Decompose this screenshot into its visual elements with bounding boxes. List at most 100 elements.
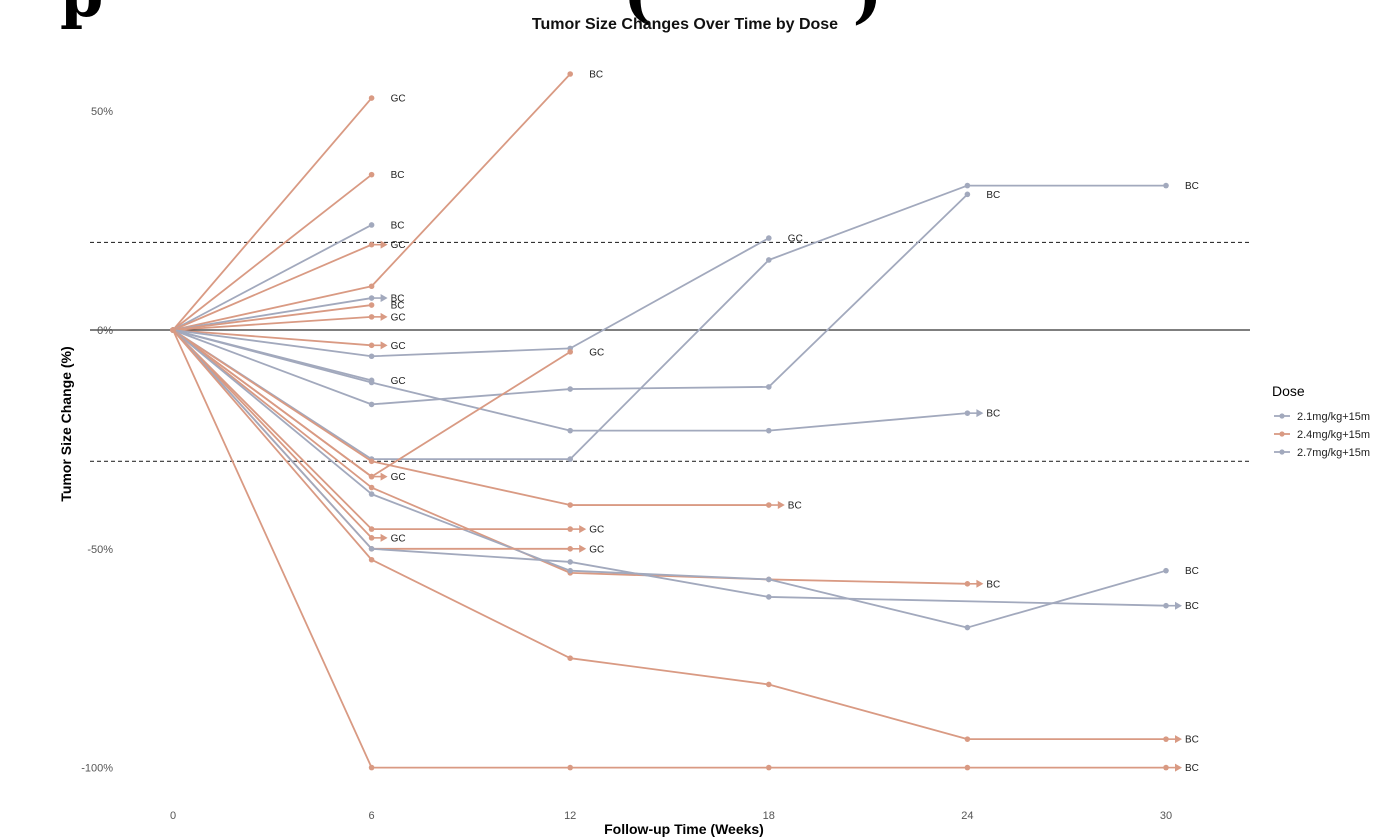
end-label: BC — [1185, 181, 1199, 192]
end-label: GC — [391, 472, 406, 483]
y-tick-label: 0% — [97, 325, 113, 337]
series-1 — [170, 95, 375, 333]
ongoing-arrow-head — [1175, 601, 1182, 610]
data-point — [567, 764, 573, 771]
end-label: GC — [391, 533, 406, 544]
end-label: GC — [788, 234, 803, 245]
series-layer — [170, 71, 1182, 772]
end-label: BC — [788, 501, 802, 512]
x-tick-label: 24 — [961, 810, 973, 822]
x-tick-label: 6 — [369, 810, 375, 822]
series-14 — [170, 182, 1169, 462]
series-5 — [170, 71, 573, 333]
reference-lines — [90, 241, 1250, 462]
x-axis-title: Follow-up Time (Weeks) — [604, 821, 764, 837]
data-point — [368, 283, 375, 290]
origin-point — [170, 327, 176, 333]
series-13 — [170, 191, 971, 408]
data-point — [766, 594, 772, 600]
data-point — [368, 484, 375, 491]
legend-label: 2.1mg/kg+15m — [1297, 411, 1370, 423]
legend-swatch-dot — [1279, 413, 1285, 419]
end-labels-layer: GCBCBCGCBCBCBCGCGCGCGCBCBCBCGCGCBCBCBCGC… — [391, 70, 1199, 775]
end-label: BC — [589, 70, 603, 81]
ongoing-arrow-head — [579, 544, 587, 553]
legend-item: 2.7mg/kg+15m — [1274, 447, 1370, 459]
series-22 — [170, 327, 587, 553]
end-label: BC — [391, 301, 405, 312]
data-point — [1163, 567, 1169, 574]
y-axis-title: Tumor Size Change (%) — [58, 346, 74, 501]
series-line — [172, 173, 373, 331]
series-line — [172, 184, 1166, 460]
series-23 — [170, 327, 1182, 610]
data-point — [368, 95, 375, 101]
data-point — [964, 764, 971, 771]
legend-item: 2.1mg/kg+15m — [1274, 411, 1370, 423]
end-label: GC — [589, 525, 604, 536]
series-line — [172, 304, 372, 331]
end-label: GC — [589, 347, 604, 358]
data-point — [368, 546, 375, 552]
x-tick-label: 18 — [763, 810, 775, 822]
series-10 — [170, 235, 772, 360]
end-label: BC — [1185, 566, 1199, 577]
series-24 — [170, 327, 1182, 744]
series-line — [172, 237, 770, 358]
series-line — [172, 329, 571, 550]
y-tick-label: -50% — [87, 544, 113, 556]
series-line — [172, 329, 372, 347]
end-label: GC — [391, 240, 406, 251]
series-line — [172, 329, 1166, 769]
series-3 — [170, 222, 375, 333]
ongoing-arrow-head — [380, 472, 388, 481]
legend-label: 2.7mg/kg+15m — [1297, 447, 1370, 459]
ongoing-arrow-head — [976, 579, 984, 588]
legend-swatch-dot — [1279, 431, 1285, 437]
data-point — [368, 764, 375, 771]
data-point — [567, 386, 573, 392]
data-point — [766, 257, 772, 263]
series-line — [172, 315, 372, 331]
series-line — [172, 329, 373, 478]
data-point — [368, 353, 375, 360]
data-point — [368, 491, 375, 497]
ongoing-arrow-head — [1175, 735, 1182, 744]
legend: Dose 2.1mg/kg+15m 2.4mg/kg+15m 2.7mg/kg+15… — [1272, 383, 1370, 459]
end-label: BC — [1185, 601, 1199, 612]
end-label: GC — [391, 376, 406, 387]
legend-items: 2.1mg/kg+15m 2.4mg/kg+15m 2.7mg/kg+15m — [1274, 411, 1370, 459]
data-point — [766, 764, 772, 771]
data-point — [1163, 182, 1169, 189]
x-tick-label: 12 — [564, 810, 576, 822]
y-tick-label: 50% — [91, 106, 113, 118]
data-point — [567, 502, 573, 508]
chart-title: Tumor Size Changes Over Time by Dose — [531, 16, 839, 33]
end-label: BC — [986, 190, 1000, 201]
series-19 — [170, 327, 1169, 631]
ongoing-arrow-head — [380, 341, 388, 350]
legend-label: 2.4mg/kg+15m — [1297, 429, 1370, 441]
legend-swatch-dot — [1279, 449, 1285, 455]
data-point — [368, 401, 375, 408]
end-label: BC — [391, 170, 405, 181]
data-point — [567, 655, 573, 661]
series-25 — [170, 327, 1182, 772]
data-point — [766, 427, 772, 434]
data-point — [567, 349, 573, 355]
end-label: GC — [391, 94, 406, 105]
partial-title-right: ( — [623, 0, 652, 31]
series-20 — [170, 327, 587, 534]
data-point — [368, 458, 375, 465]
x-tick-label: 0 — [170, 810, 176, 822]
data-point — [766, 681, 772, 688]
ongoing-arrow-head — [579, 525, 587, 534]
end-label: GC — [391, 341, 406, 352]
series-line — [172, 73, 571, 331]
series-line — [172, 297, 372, 331]
data-point — [964, 191, 971, 198]
data-point — [368, 171, 375, 178]
end-label: BC — [986, 579, 1000, 590]
data-point — [368, 222, 375, 228]
